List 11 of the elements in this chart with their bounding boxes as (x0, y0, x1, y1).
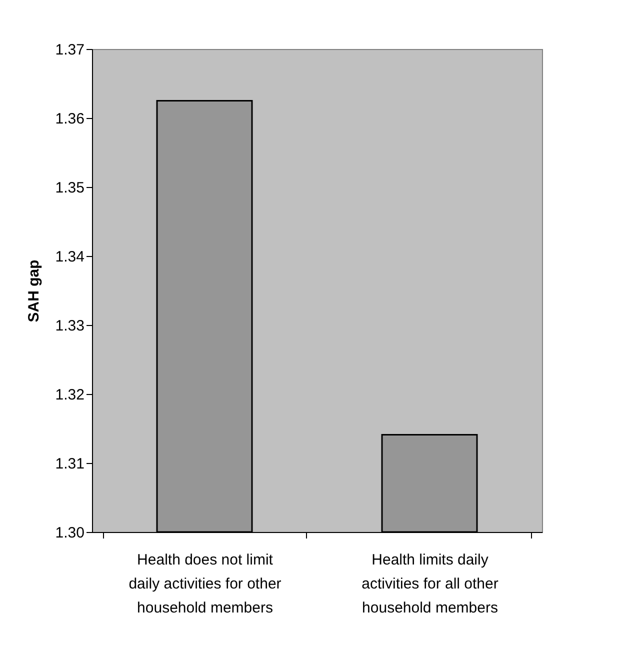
x-tick-label: Health limits daily activities for all other household members (362, 552, 498, 616)
y-tick-label: 1.31 (55, 456, 84, 472)
y-tick-label: 1.30 (55, 524, 84, 542)
y-axis-title: SAH gap (25, 260, 42, 322)
y-tick-label: 1.33 (55, 318, 84, 334)
y-tick-label: 1.37 (55, 42, 84, 58)
y-tick-label: 1.34 (55, 248, 84, 266)
y-tick-label: 1.35 (55, 180, 84, 196)
y-tick-label: 1.32 (55, 386, 84, 404)
y-tick-label: 1.36 (55, 110, 84, 128)
x-tick-label: Health does not limit daily activities for other household members (128, 552, 282, 616)
